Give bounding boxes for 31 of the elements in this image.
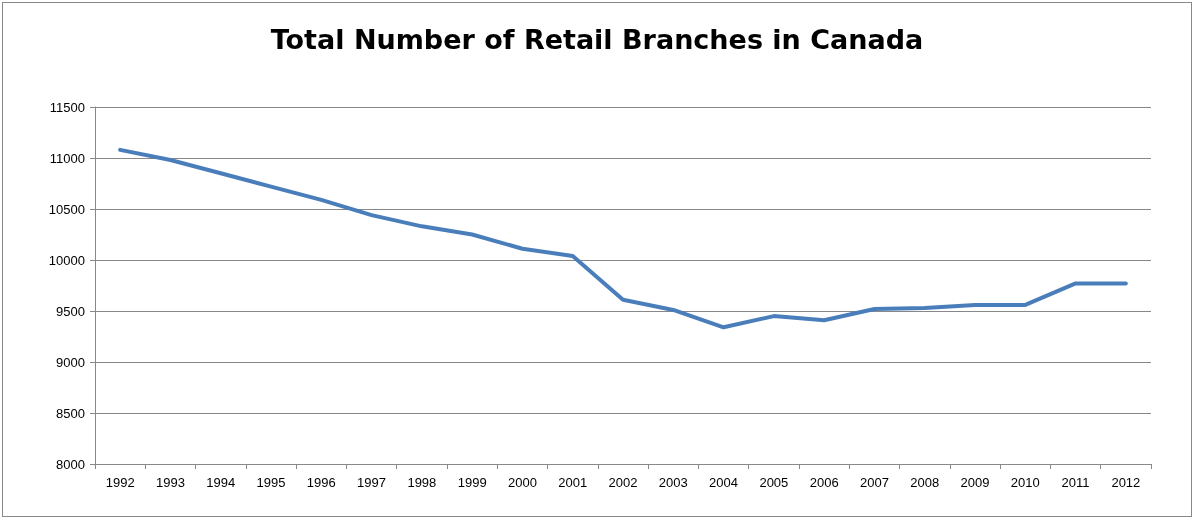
x-tick-label: 2009 xyxy=(960,475,990,490)
y-tick-label: 8000 xyxy=(56,456,85,472)
y-tick-label: 10000 xyxy=(48,252,85,268)
x-tick-label: 1993 xyxy=(155,475,185,490)
x-tick-label: 2001 xyxy=(558,475,588,490)
x-tick-label: 2003 xyxy=(658,475,688,490)
x-tick-label: 2010 xyxy=(1010,475,1040,490)
x-tick-label: 2002 xyxy=(608,475,638,490)
x-tick-label: 2011 xyxy=(1061,475,1090,490)
y-tick-label: 8500 xyxy=(56,405,85,421)
x-tick-label: 2004 xyxy=(709,475,739,490)
y-tick-label: 11000 xyxy=(49,150,85,166)
x-tick-label: 1998 xyxy=(407,475,437,490)
x-tick-label: 1999 xyxy=(457,475,487,490)
x-tick-label: 2005 xyxy=(759,475,789,490)
x-tick-label: 1996 xyxy=(306,475,336,490)
y-tick-label: 11500 xyxy=(49,99,85,115)
y-tick-label: 9000 xyxy=(56,354,85,370)
line-series xyxy=(118,147,1128,330)
x-tick-label: 2006 xyxy=(809,475,839,490)
x-tick-label: 1992 xyxy=(105,475,135,490)
x-tick-label: 1997 xyxy=(357,475,387,490)
x-tick-label: 1994 xyxy=(206,475,236,490)
y-tick-label: 10500 xyxy=(48,201,85,217)
x-tick-label: 2008 xyxy=(910,475,940,490)
y-tick-label: 9500 xyxy=(56,303,85,319)
x-tick-label: 2012 xyxy=(1111,475,1141,490)
x-tick-label: 1995 xyxy=(256,475,286,490)
x-tick-label: 2007 xyxy=(859,475,889,490)
x-tick-label: 2000 xyxy=(507,475,537,490)
chart-title: Total Number of Retail Branches in Canada xyxy=(270,24,924,55)
